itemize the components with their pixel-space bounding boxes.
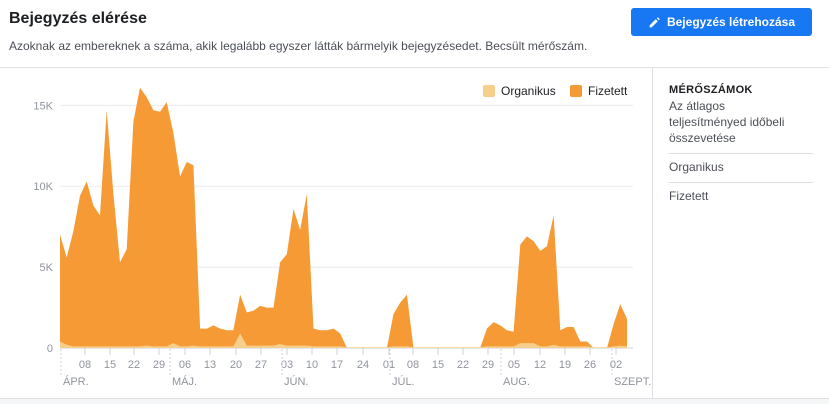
x-tick-label: 22 [128,359,140,371]
x-tick-label: 15 [104,359,116,371]
month-label: JÚN. [284,375,308,388]
y-tick-label: 10K [33,181,53,193]
legend-paid-label: Fizetett [588,84,628,98]
compare-average-link[interactable]: Az átlagos teljesítményed időbeli összev… [669,99,785,145]
divider [0,67,829,68]
page-subtitle: Azoknak az embereknek a száma, akik lega… [9,39,588,53]
sidebar-divider [669,153,813,154]
create-post-label: Bejegyzés létrehozása [666,15,796,29]
x-tick-label: 17 [331,359,343,371]
legend-organic[interactable]: Organikus [483,84,556,98]
page-title: Bejegyzés elérése [9,10,147,27]
x-tick-label: 29 [482,359,494,371]
x-tick-label: 05 [508,359,520,371]
chart-area: Organikus Fizetett 0 5K 10K 15K 08 15 22 29 06 13… [0,68,652,398]
legend-paid-swatch [570,85,582,97]
x-tick-label: 20 [230,359,242,371]
legend-organic-swatch [483,85,495,97]
month-label: MÁJ. [172,375,197,388]
x-tick-label: 06 [179,359,191,371]
y-tick-label: 0 [47,343,53,355]
y-tick-label: 15K [33,100,53,112]
x-tick-label: 27 [255,359,267,371]
x-tick-label: 24 [357,359,369,371]
x-tick-label: 03 [281,359,293,371]
x-tick-label: 13 [204,359,216,371]
y-tick-label: 5K [40,262,54,274]
x-tick-label: 10 [306,359,318,371]
x-tick-label: 12 [534,359,546,371]
x-tick-label: 29 [153,359,165,371]
create-post-button[interactable]: Bejegyzés létrehozása [631,8,812,36]
metrics-sidebar: MÉRŐSZÁMOK Az átlagos teljesítményed idő… [652,68,829,398]
month-label: SZEPT. [614,376,651,388]
x-tick-label: 19 [559,359,571,371]
x-tick-label: 01 [383,359,395,371]
x-tick-label: 08 [79,359,91,371]
x-tick-label: 26 [584,359,596,371]
sidebar-item-paid[interactable]: Fizetett [669,189,709,203]
sidebar-divider [669,182,813,183]
x-tick-label: 22 [457,359,469,371]
legend-organic-label: Organikus [501,84,556,98]
sidebar-item-organic[interactable]: Organikus [669,160,724,174]
x-tick-label: 08 [407,359,419,371]
month-label: ÁPR. [63,375,89,388]
reach-chart: 0 5K 10K 15K 08 15 22 29 06 13 20 27 03 10 17 24 01 08 15 2… [33,87,651,388]
x-tick-label: 15 [432,359,444,371]
month-label: AUG. [503,376,530,388]
metrics-heading: MÉRŐSZÁMOK [669,84,753,96]
series-area-paid [60,87,627,348]
series-area-organic [60,333,627,348]
month-label: JÚL. [392,375,415,388]
legend-paid[interactable]: Fizetett [570,84,627,98]
x-tick-label: 02 [610,359,622,371]
pencil-icon [648,16,661,29]
